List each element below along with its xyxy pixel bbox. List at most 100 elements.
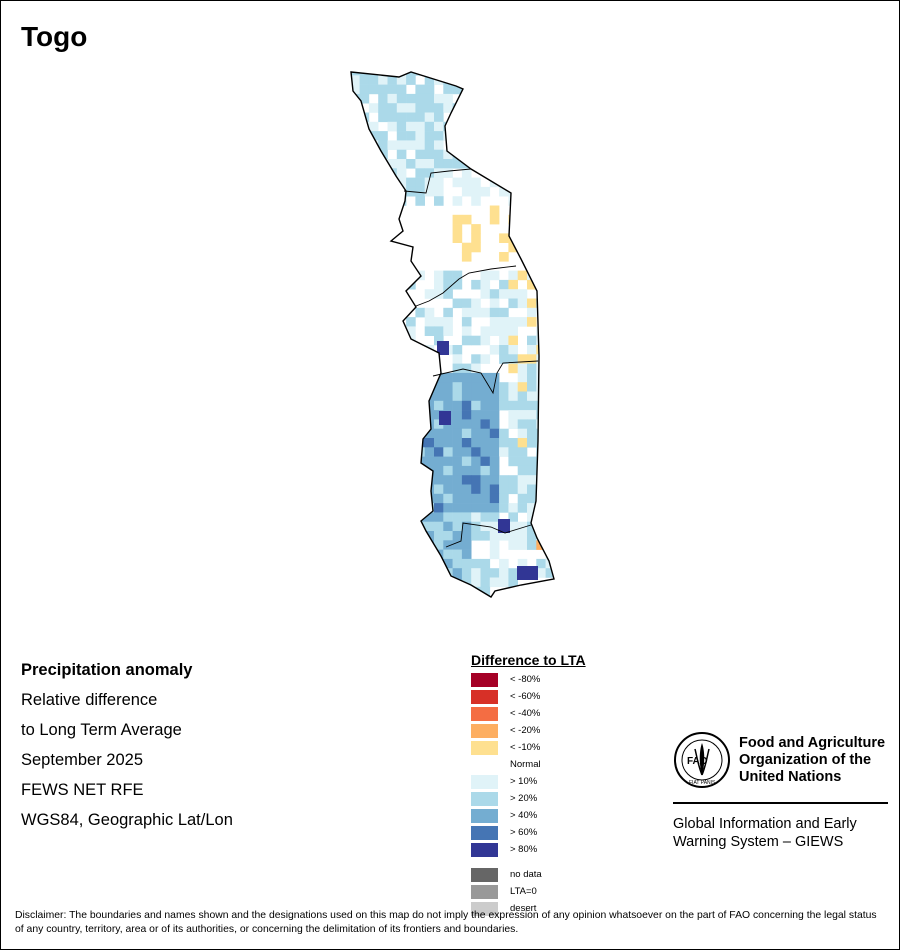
anomaly-cell <box>434 531 444 541</box>
anomaly-cell <box>527 363 537 374</box>
anomaly-cell <box>461 214 472 225</box>
anomaly-cell <box>489 428 500 439</box>
anomaly-cell <box>545 289 554 299</box>
anomaly-cell <box>351 438 360 448</box>
anomaly-cell <box>452 372 463 383</box>
anomaly-cell <box>545 75 554 85</box>
anomaly-cell <box>424 456 435 467</box>
anomaly-cell <box>517 112 528 123</box>
region-boundary-kara-centrale <box>415 265 517 307</box>
anomaly-cell <box>368 131 379 141</box>
anomaly-cell <box>443 475 453 485</box>
anomaly-cell <box>461 363 472 374</box>
anomaly-cell <box>545 131 554 141</box>
anomaly-cell <box>508 456 518 467</box>
anomaly-cell <box>341 531 351 541</box>
anomaly-cell <box>499 326 509 336</box>
anomaly-cell <box>461 391 472 402</box>
anomaly-cell <box>452 270 463 281</box>
anomaly-cell <box>387 465 398 476</box>
anomaly-cell <box>434 410 444 420</box>
anomaly-cell <box>536 512 546 522</box>
anomaly-cell <box>351 112 360 123</box>
anomaly-cell <box>452 214 463 225</box>
anomaly-cell <box>452 410 463 420</box>
anomaly-cell <box>452 503 463 513</box>
anomaly-cell <box>545 196 554 206</box>
anomaly-cell <box>536 382 546 392</box>
fao-logo-icon: FAO FIAT PANIS <box>674 732 730 788</box>
anomaly-cell <box>368 84 379 95</box>
anomaly-cell <box>508 540 518 550</box>
anomaly-cell <box>378 447 388 457</box>
anomaly-cell <box>415 484 425 495</box>
anomaly-cell <box>480 558 491 569</box>
anomaly-cell <box>387 596 398 597</box>
anomaly-cell <box>461 140 472 150</box>
anomaly-cell <box>368 317 379 327</box>
anomaly-cell <box>527 140 537 150</box>
anomaly-cell <box>555 512 565 522</box>
anomaly-cell <box>508 475 518 485</box>
anomaly-cell <box>536 345 546 355</box>
anomaly-cell <box>461 540 472 550</box>
anomaly-cell <box>434 289 444 299</box>
anomaly-cell <box>480 75 491 85</box>
anomaly-cell <box>517 317 528 327</box>
anomaly-cell <box>434 382 444 392</box>
legend-label: < -10% <box>510 742 541 753</box>
anomaly-cell <box>508 121 518 132</box>
anomaly-cell <box>368 400 379 411</box>
anomaly-cell <box>499 289 509 299</box>
anomaly-cell <box>396 521 407 532</box>
anomaly-cell <box>368 177 379 188</box>
anomaly-cell <box>387 391 398 402</box>
anomaly-cell <box>351 391 360 402</box>
anomaly-cell <box>378 186 388 197</box>
anomaly-cell <box>508 521 518 532</box>
anomaly-cell <box>517 75 528 85</box>
legend-item-1: < -60% <box>471 688 586 705</box>
anomaly-cell <box>555 364 565 374</box>
anomaly-cell <box>489 75 500 85</box>
anomaly-cell <box>387 93 398 104</box>
anomaly-cell <box>545 121 554 132</box>
anomaly-cell <box>555 559 565 569</box>
anomaly-cell <box>545 103 554 113</box>
anomaly-cell <box>351 354 360 364</box>
anomaly-cell <box>461 568 472 578</box>
anomaly-cell <box>415 447 425 457</box>
anomaly-cell <box>545 345 554 355</box>
anomaly-cell <box>387 512 398 522</box>
anomaly-cell <box>387 112 398 123</box>
anomaly-cell <box>471 196 481 206</box>
anomaly-cell <box>341 457 351 467</box>
anomaly-cell <box>461 307 472 318</box>
anomaly-cell <box>499 447 509 457</box>
anomaly-cell <box>434 93 444 104</box>
anomaly-cell <box>536 112 546 123</box>
anomaly-cell <box>359 531 370 541</box>
anomaly-cell <box>508 363 518 374</box>
anomaly-cell <box>351 419 360 429</box>
anomaly-cell <box>351 428 360 439</box>
anomaly-cell <box>517 540 528 550</box>
anomaly-cell <box>555 150 565 160</box>
anomaly-cell <box>406 279 416 290</box>
anomaly-cell <box>341 494 351 504</box>
anomaly-cell <box>489 400 500 411</box>
anomaly-cell <box>527 428 537 439</box>
anomaly-cell <box>555 159 565 169</box>
anomaly-cell <box>424 131 435 141</box>
anomaly-cell <box>480 465 491 476</box>
anomaly-cell <box>424 159 435 169</box>
anomaly-cell <box>378 428 388 439</box>
anomaly-cell <box>508 447 518 457</box>
anomaly-cell <box>461 521 472 532</box>
anomaly-cell <box>341 308 351 318</box>
anomaly-cell <box>368 121 379 132</box>
anomaly-cell <box>555 122 565 132</box>
anomaly-cell <box>471 72 481 76</box>
anomaly-cell <box>434 558 444 569</box>
anomaly-cell <box>471 140 481 150</box>
